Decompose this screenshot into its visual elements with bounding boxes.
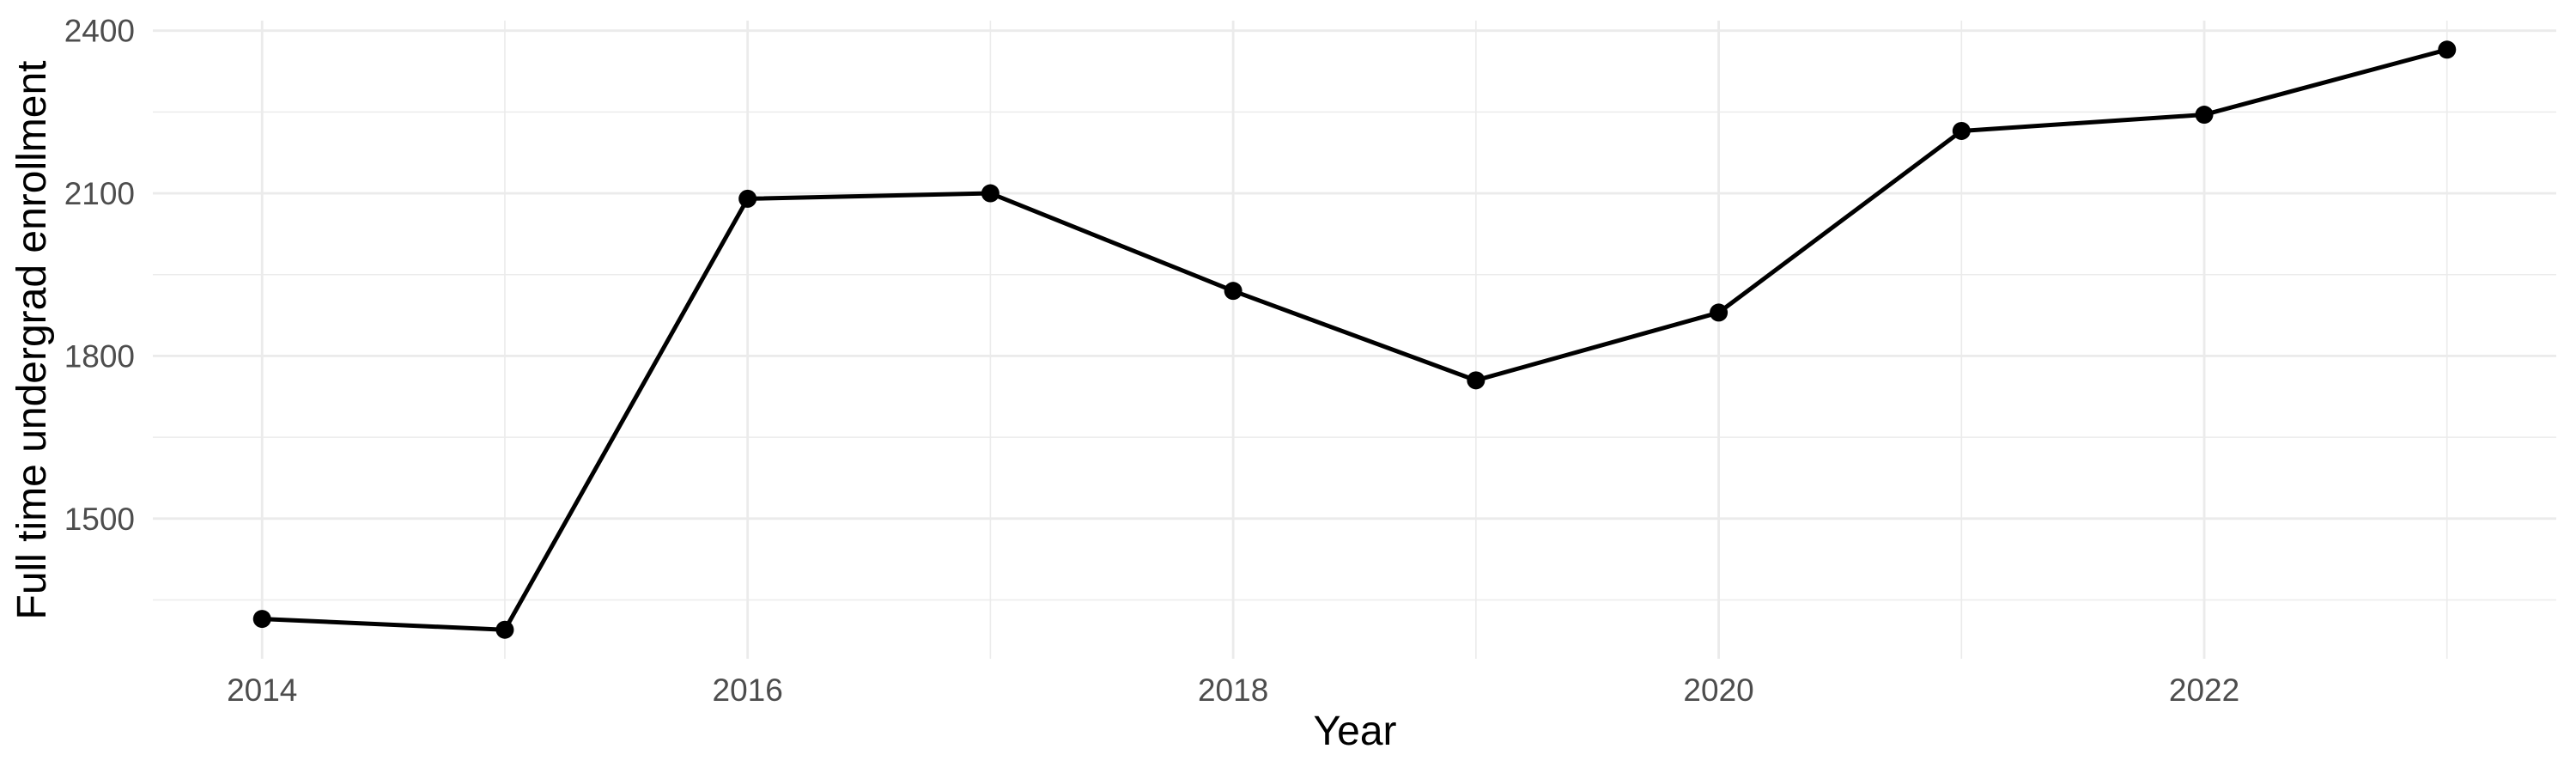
data-point-2014	[252, 610, 271, 629]
x-axis-tick-label: 2018	[1198, 673, 1268, 708]
data-points	[252, 40, 2457, 639]
data-series	[262, 47, 2448, 632]
major-gridlines	[153, 21, 2556, 659]
y-axis-title: Full time undergrad enrollment	[9, 60, 55, 620]
data-point-2015	[495, 620, 514, 639]
y-axis-tick-label: 2100	[64, 176, 135, 211]
minor-gridlines	[153, 21, 2556, 659]
x-axis-tick-label: 2014	[227, 673, 297, 708]
y-axis-tick-label: 1500	[64, 502, 135, 537]
x-axis-tick-label: 2016	[713, 673, 783, 708]
y-axis-tick-label: 1800	[64, 338, 135, 374]
tick-labels: 1500 1800 2100 2400 2014 2016 2018 2020 2022	[64, 14, 2240, 708]
data-point-2017	[981, 184, 999, 203]
x-axis-tick-label: 2022	[2169, 673, 2239, 708]
x-axis-tick-label: 2020	[1683, 673, 1753, 708]
data-point-2019	[1467, 371, 1485, 390]
data-point-2023	[2438, 40, 2457, 59]
data-point-2021	[1952, 121, 1971, 140]
data-point-2022	[2195, 106, 2214, 125]
y-axis-tick-label: 2400	[64, 14, 135, 49]
enrollment-line	[262, 47, 2448, 632]
data-point-2020	[1710, 303, 1728, 322]
x-axis-title: Year	[1313, 709, 1397, 754]
data-point-2016	[738, 189, 757, 208]
data-point-2018	[1224, 282, 1242, 301]
